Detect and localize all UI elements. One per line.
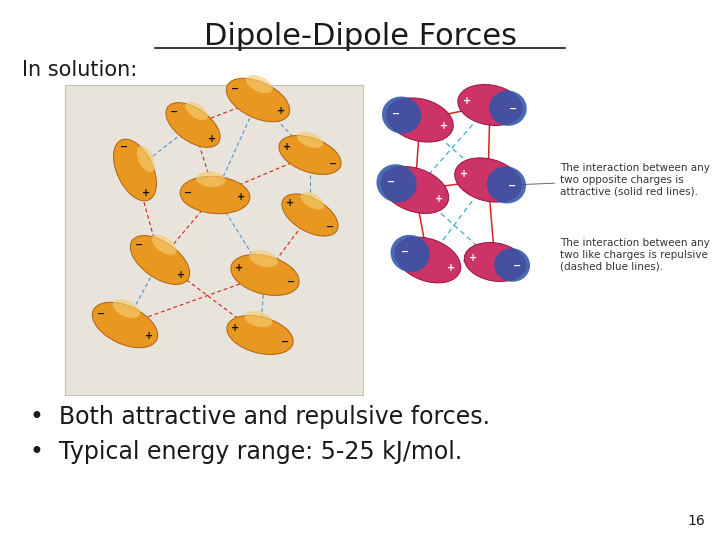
Text: −: −: [329, 158, 337, 168]
Ellipse shape: [458, 85, 522, 125]
Text: 16: 16: [688, 514, 705, 528]
Text: −: −: [135, 240, 143, 250]
Text: −: −: [281, 336, 289, 347]
Ellipse shape: [382, 97, 421, 133]
Text: +: +: [460, 168, 469, 179]
Text: +: +: [469, 253, 477, 263]
Ellipse shape: [113, 299, 140, 318]
Text: +: +: [208, 133, 217, 144]
Ellipse shape: [166, 103, 220, 147]
Text: +: +: [177, 270, 185, 280]
Text: +: +: [277, 106, 286, 116]
Ellipse shape: [114, 139, 156, 201]
Text: −: −: [170, 106, 178, 117]
Text: −: −: [513, 261, 521, 271]
Ellipse shape: [152, 234, 176, 255]
Text: −: −: [287, 277, 294, 287]
Ellipse shape: [92, 302, 158, 348]
Ellipse shape: [382, 166, 449, 213]
Ellipse shape: [245, 311, 273, 327]
Text: In solution:: In solution:: [22, 60, 138, 80]
Text: +: +: [231, 323, 239, 333]
Ellipse shape: [226, 78, 289, 122]
Ellipse shape: [464, 242, 526, 281]
Text: −: −: [509, 104, 517, 114]
Text: +: +: [286, 198, 294, 208]
Ellipse shape: [227, 315, 293, 354]
Text: −: −: [387, 177, 395, 186]
Ellipse shape: [387, 98, 454, 142]
Ellipse shape: [246, 75, 273, 93]
Text: •  Typical energy range: 5-25 kJ/mol.: • Typical energy range: 5-25 kJ/mol.: [30, 440, 462, 464]
Ellipse shape: [196, 171, 225, 187]
Ellipse shape: [489, 91, 527, 126]
Ellipse shape: [395, 237, 461, 283]
Text: +: +: [142, 188, 150, 198]
Text: +: +: [447, 264, 455, 273]
Text: −: −: [230, 84, 238, 94]
Ellipse shape: [137, 146, 155, 172]
Text: •  Both attractive and repulsive forces.: • Both attractive and repulsive forces.: [30, 405, 490, 429]
Text: +: +: [463, 96, 471, 106]
Ellipse shape: [279, 136, 341, 174]
Text: +: +: [440, 122, 448, 131]
Ellipse shape: [455, 158, 521, 202]
Ellipse shape: [487, 166, 526, 204]
Text: +: +: [238, 192, 246, 202]
Text: −: −: [326, 222, 335, 232]
Ellipse shape: [130, 235, 189, 285]
Text: −: −: [508, 181, 516, 191]
FancyBboxPatch shape: [65, 85, 363, 395]
Ellipse shape: [231, 254, 300, 295]
Text: +: +: [283, 141, 291, 152]
Ellipse shape: [494, 248, 530, 282]
Text: The interaction between any
two opposite charges is
attractive (solid red lines): The interaction between any two opposite…: [514, 164, 710, 197]
Ellipse shape: [301, 192, 324, 210]
Text: Dipole-Dipole Forces: Dipole-Dipole Forces: [204, 22, 516, 51]
Ellipse shape: [180, 177, 250, 214]
Text: The interaction between any
two like charges is repulsive
(dashed blue lines).: The interaction between any two like cha…: [560, 238, 710, 272]
Ellipse shape: [390, 235, 430, 272]
Ellipse shape: [297, 132, 323, 148]
Text: −: −: [392, 109, 400, 119]
Text: −: −: [184, 188, 192, 198]
Ellipse shape: [377, 164, 417, 202]
Text: +: +: [145, 331, 153, 341]
Text: −: −: [401, 247, 409, 256]
Ellipse shape: [249, 250, 278, 267]
Text: −: −: [120, 142, 128, 152]
Ellipse shape: [282, 194, 338, 236]
Text: +: +: [235, 263, 243, 273]
Text: −: −: [96, 309, 105, 319]
Text: +: +: [435, 194, 443, 204]
Ellipse shape: [185, 102, 208, 120]
